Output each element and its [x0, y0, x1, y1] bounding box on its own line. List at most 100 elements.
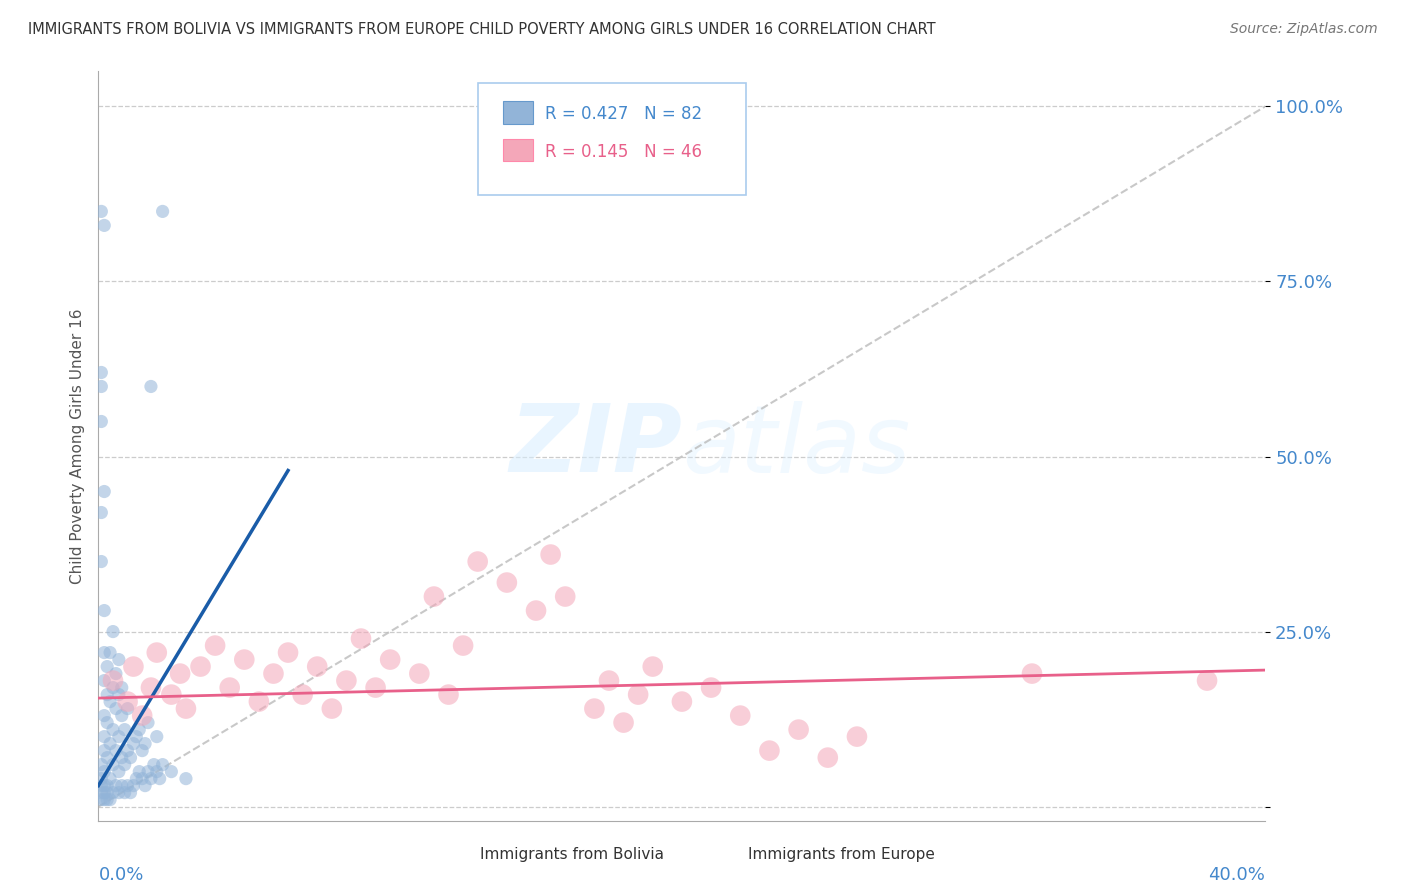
Point	[93, 779, 115, 793]
Point	[96, 688, 118, 702]
Point	[101, 681, 124, 695]
Point	[108, 652, 131, 666]
Text: IMMIGRANTS FROM BOLIVIA VS IMMIGRANTS FROM EUROPE CHILD POVERTY AMONG GIRLS UNDE: IMMIGRANTS FROM BOLIVIA VS IMMIGRANTS FR…	[28, 22, 936, 37]
Point	[117, 743, 139, 757]
Point	[583, 701, 606, 715]
Text: 40.0%: 40.0%	[1209, 865, 1265, 884]
Point	[131, 743, 153, 757]
Point	[93, 708, 115, 723]
Point	[125, 730, 148, 744]
Point	[104, 743, 127, 757]
Point	[160, 688, 183, 702]
Bar	[503, 102, 533, 124]
Point	[104, 701, 127, 715]
Point	[174, 701, 197, 715]
Point	[496, 575, 519, 590]
Point	[120, 786, 142, 800]
Point	[117, 695, 139, 709]
Point	[93, 730, 115, 744]
Point	[291, 688, 314, 702]
Point	[108, 730, 131, 744]
Point	[101, 723, 124, 737]
Point	[335, 673, 357, 688]
Point	[96, 715, 118, 730]
Point	[277, 646, 299, 660]
Point	[169, 666, 191, 681]
Point	[321, 701, 343, 715]
Point	[101, 757, 124, 772]
Point	[122, 659, 145, 673]
Point	[90, 786, 112, 800]
Point	[134, 737, 156, 751]
Point	[104, 779, 127, 793]
Point	[451, 639, 474, 653]
Point	[307, 659, 329, 673]
Point	[111, 779, 134, 793]
Point	[1021, 666, 1043, 681]
Bar	[503, 139, 533, 161]
Point	[101, 624, 124, 639]
Point	[90, 506, 112, 520]
Point	[160, 764, 183, 779]
Point	[90, 366, 112, 380]
Point	[128, 764, 150, 779]
Point	[247, 695, 270, 709]
Text: 0.0%: 0.0%	[98, 865, 143, 884]
Point	[730, 708, 752, 723]
Point	[627, 688, 650, 702]
Point	[117, 701, 139, 715]
Point	[671, 695, 693, 709]
Point	[817, 750, 839, 764]
Point	[700, 681, 723, 695]
Point	[131, 772, 153, 786]
Point	[108, 786, 131, 800]
Point	[146, 730, 169, 744]
Point	[90, 772, 112, 786]
Point	[96, 659, 118, 673]
Point	[98, 772, 121, 786]
Point	[93, 792, 115, 806]
Point	[174, 772, 197, 786]
Point	[136, 715, 159, 730]
Point	[96, 786, 118, 800]
Point	[350, 632, 373, 646]
Bar	[717, 843, 741, 865]
Point	[93, 764, 115, 779]
Point	[125, 772, 148, 786]
Point	[136, 764, 159, 779]
Point	[93, 786, 115, 800]
Point	[108, 764, 131, 779]
Point	[467, 555, 489, 569]
Point	[101, 786, 124, 800]
Point	[98, 646, 121, 660]
Bar	[449, 843, 472, 865]
Point	[90, 779, 112, 793]
Point	[90, 415, 112, 429]
Point	[93, 484, 115, 499]
Point	[128, 723, 150, 737]
Point	[846, 730, 869, 744]
Point	[524, 603, 547, 617]
Point	[787, 723, 810, 737]
Point	[408, 666, 430, 681]
Point	[90, 204, 112, 219]
Point	[122, 737, 145, 751]
Text: Immigrants from Europe: Immigrants from Europe	[748, 847, 935, 862]
Point	[139, 772, 162, 786]
Point	[364, 681, 387, 695]
Point	[540, 548, 562, 562]
Point	[758, 743, 780, 757]
Point	[111, 708, 134, 723]
Point	[122, 779, 145, 793]
Point	[104, 666, 127, 681]
Point	[134, 779, 156, 793]
Point	[152, 757, 174, 772]
Point	[641, 659, 664, 673]
Point	[108, 688, 131, 702]
Point	[90, 757, 112, 772]
Point	[93, 219, 115, 233]
Point	[96, 792, 118, 806]
Text: ZIP: ZIP	[509, 400, 682, 492]
Text: atlas: atlas	[682, 401, 910, 491]
Point	[90, 379, 112, 393]
